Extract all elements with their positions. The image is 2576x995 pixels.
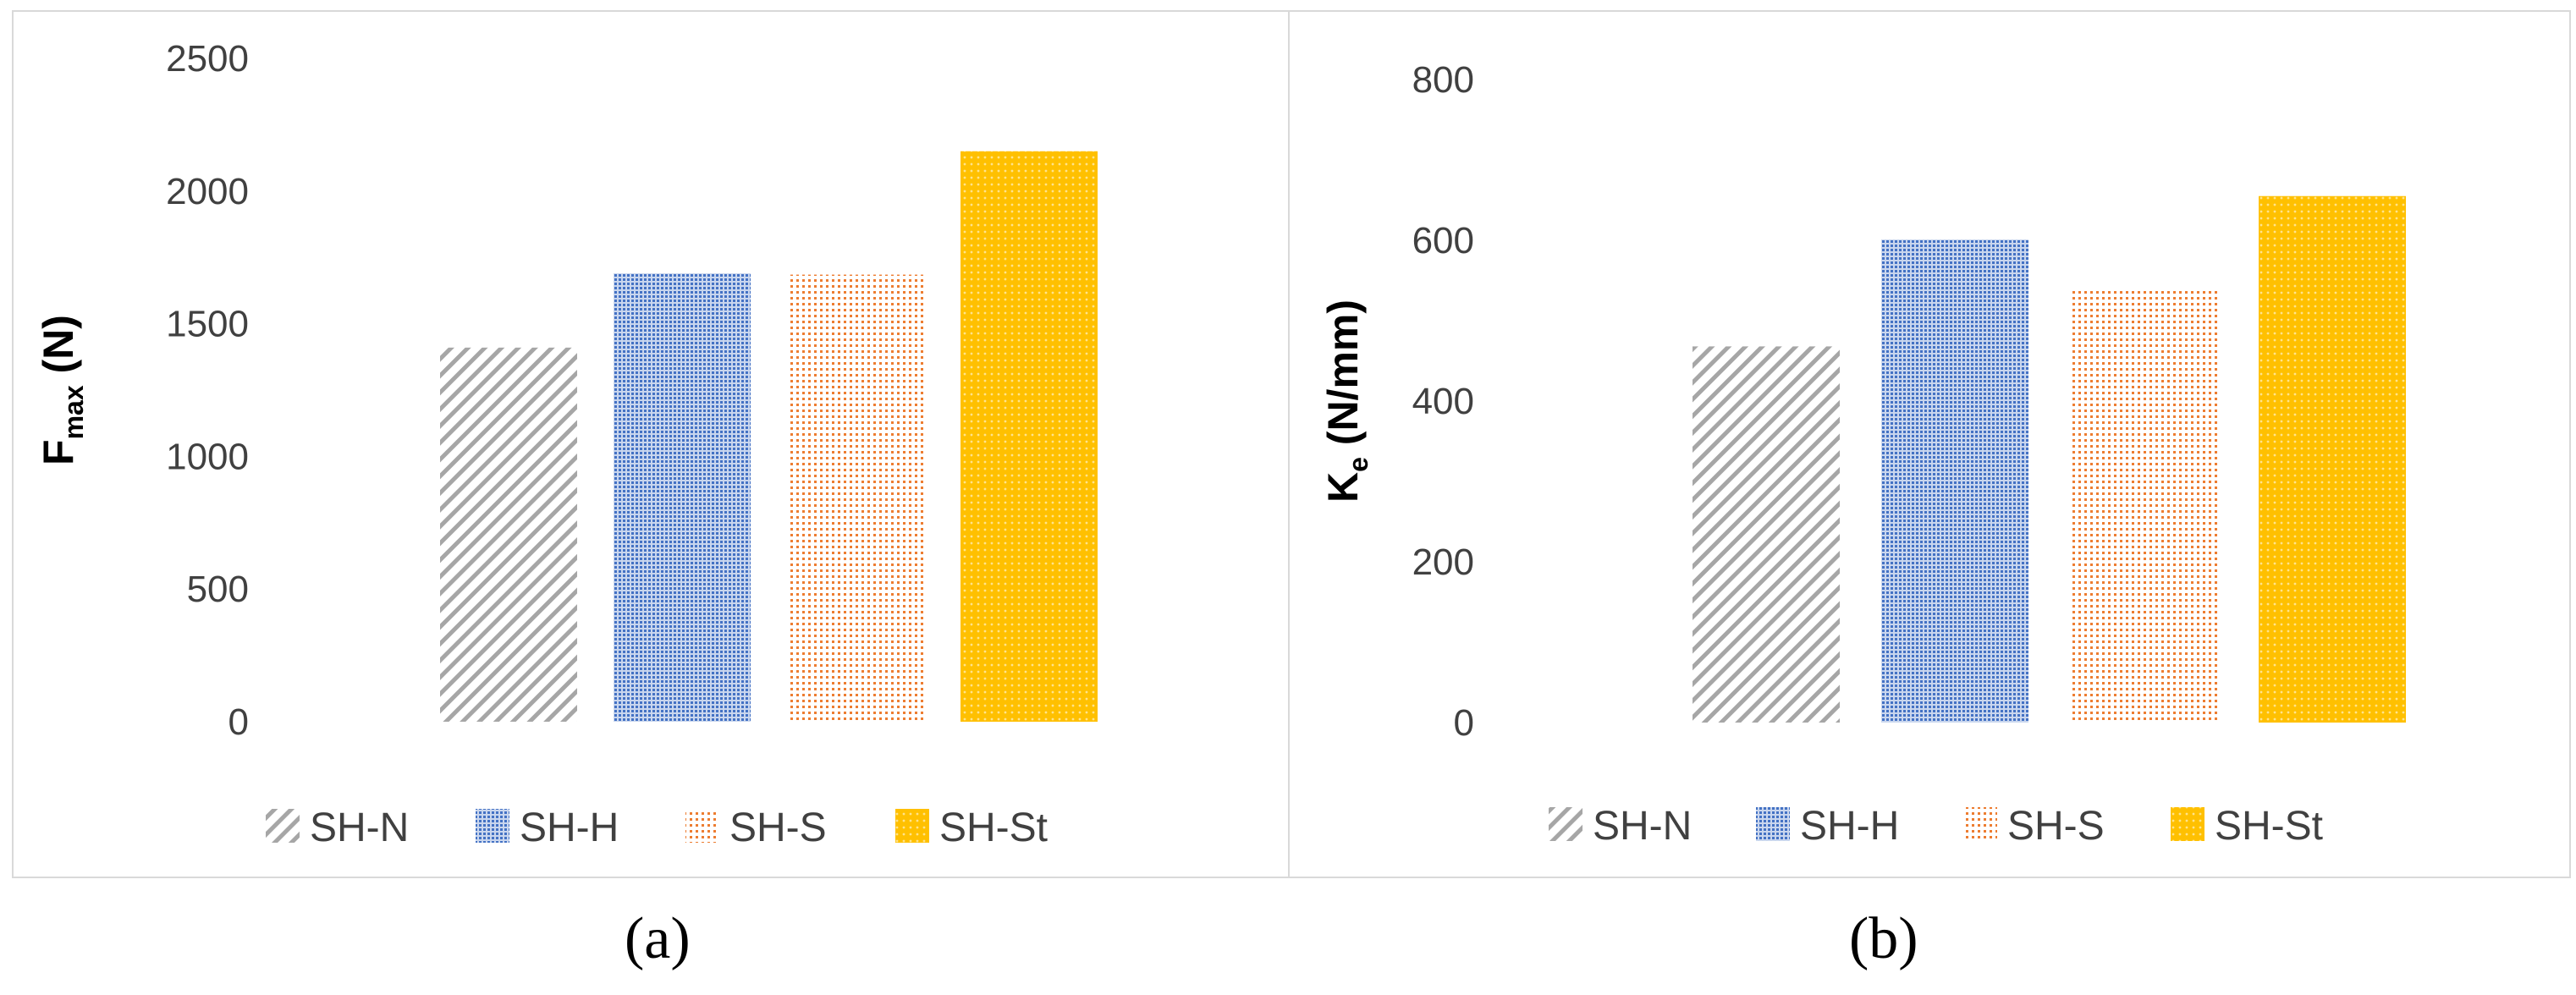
svg-text:Fmax (N): Fmax (N) [35, 315, 89, 465]
legend-swatch-sh-s [685, 809, 719, 843]
y-tick-label: 1000 [166, 436, 249, 477]
chart-b-svg: 0 200 400 600 800 Ke (N/mm) SH-N SH-H SH-S SH-St [1319, 59, 2406, 849]
legend-label-sh-s: SH-S [2007, 804, 2105, 849]
bar-sh-st [2259, 195, 2406, 723]
legend-label-sh-h: SH-H [520, 805, 619, 850]
panel-caption-b: (b) [1849, 906, 1918, 971]
y-tick-label: 2500 [166, 38, 249, 80]
y-tick-label: 0 [228, 701, 249, 743]
y-tick-label: 400 [1412, 381, 1474, 422]
chart-panel-a: 0 500 1000 1500 2000 2500 Fmax (N) SH-N SH-H SH-S… [12, 10, 1291, 878]
legend-swatch-sh-s [1963, 807, 1997, 841]
y-tick-label: 800 [1412, 59, 1474, 101]
y-tick-label: 2000 [166, 171, 249, 212]
legend-label-sh-n: SH-N [1593, 804, 1692, 849]
legend-swatch-sh-n [1549, 807, 1582, 841]
legend-label-sh-n: SH-N [310, 805, 409, 850]
y-tick-label: 1500 [166, 304, 249, 345]
y-tick-label: 0 [1454, 702, 1474, 744]
panel-caption-a: (a) [625, 906, 691, 971]
bar-sh-n [440, 347, 577, 722]
chart-panel-b: 0 200 400 600 800 Ke (N/mm) SH-N SH-H SH-S SH-St [1288, 10, 2571, 878]
bar-sh-h [614, 273, 751, 722]
legend-label-sh-st: SH-St [939, 805, 1048, 850]
legend-swatch-sh-st [2171, 807, 2204, 841]
legend-swatch-sh-st [895, 809, 929, 843]
legend-label-sh-st: SH-St [2215, 804, 2323, 849]
bar-sh-n [1693, 346, 1840, 723]
y-tick-label: 600 [1412, 220, 1474, 261]
y-axis-label: Fmax (N) [35, 315, 89, 465]
bar-sh-st [960, 151, 1098, 722]
y-tick-label: 500 [187, 569, 249, 610]
legend-label-sh-s: SH-S [729, 805, 827, 850]
chart-a-svg: 0 500 1000 1500 2000 2500 Fmax (N) SH-N SH-H SH-S… [35, 38, 1098, 850]
bar-sh-s [2070, 289, 2217, 723]
svg-text:Ke (N/mm): Ke (N/mm) [1319, 300, 1373, 503]
bar-sh-s [787, 274, 924, 723]
legend-label-sh-h: SH-H [1800, 804, 1899, 849]
legend-swatch-sh-h [1756, 807, 1790, 841]
legend-swatch-sh-h [476, 809, 509, 843]
y-tick-label: 200 [1412, 541, 1474, 583]
legend-swatch-sh-n [266, 809, 300, 843]
y-axis-label: Ke (N/mm) [1319, 300, 1373, 503]
bar-sh-h [1881, 239, 2028, 723]
